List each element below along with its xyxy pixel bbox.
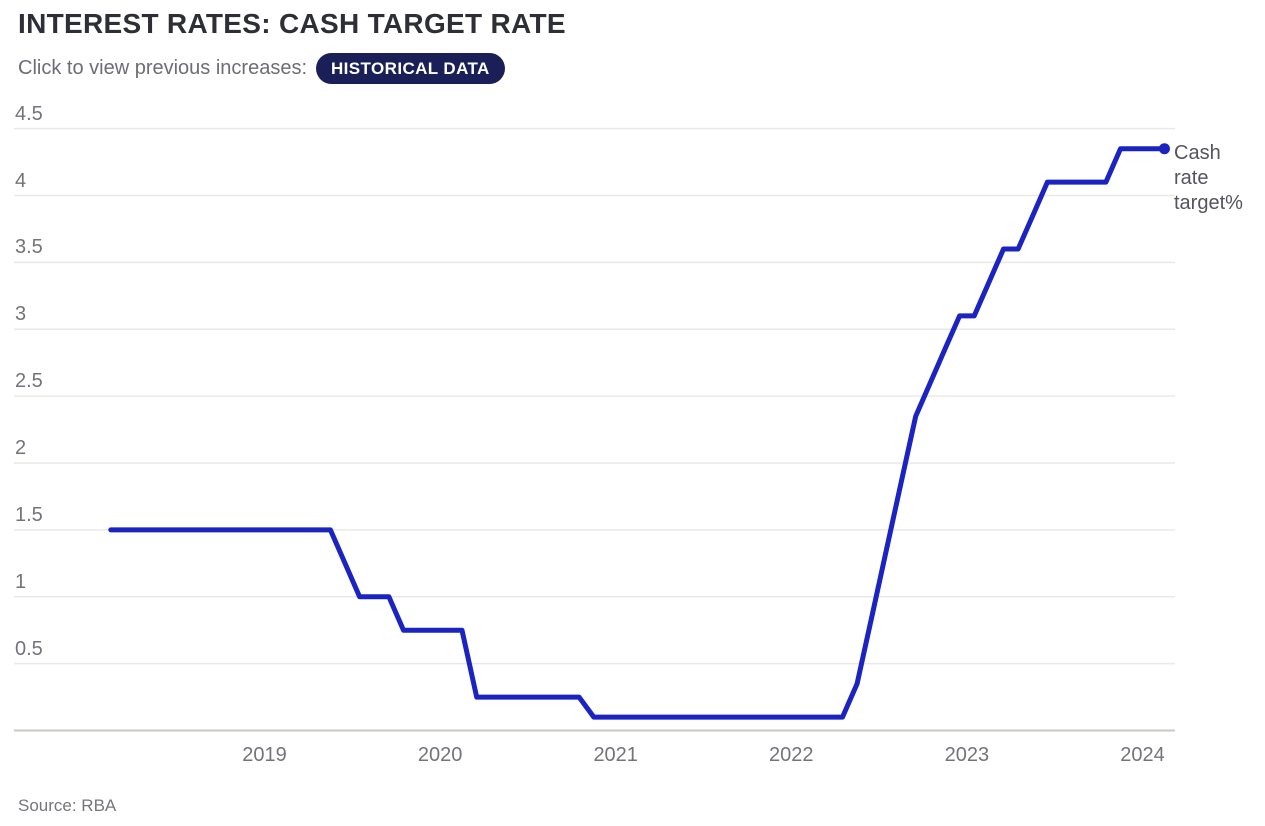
current-rate-dot: [1158, 143, 1170, 155]
x-tick-label: 2024: [1120, 744, 1165, 766]
y-tick-label: 0.5: [15, 637, 43, 660]
series-label: Cash rate target%: [1174, 141, 1243, 216]
cash-rate-line: [108, 146, 1167, 720]
x-tick-label: 2020: [417, 744, 463, 766]
series-label-line: target%: [1174, 192, 1243, 214]
x-tick-label: 2019: [242, 744, 287, 766]
y-tick-label: 1.5: [15, 503, 43, 526]
source-note: Source: RBA: [18, 796, 117, 815]
subtitle-text: Click to view previous increases:: [18, 57, 307, 79]
series-label-line: rate: [1174, 167, 1209, 189]
x-tick-label: 2023: [944, 744, 990, 766]
historical-data-button[interactable]: HISTORICAL DATA: [316, 53, 505, 84]
x-tick-label: 2021: [593, 744, 638, 766]
page-title: INTEREST RATES: CASH TARGET RATE: [18, 8, 566, 39]
y-tick-label: 3: [15, 303, 27, 326]
y-tick-label: 4: [15, 169, 27, 192]
y-tick-label: 1: [15, 570, 27, 593]
y-tick-label: 3.5: [15, 236, 43, 259]
y-tick-label: 4.5: [15, 102, 43, 125]
y-tick-label: 2: [15, 437, 27, 459]
series-label-line: Cash: [1174, 142, 1221, 164]
y-tick-label: 2.5: [15, 370, 43, 393]
x-tick-label: 2022: [769, 744, 814, 766]
subtitle-row: Click to view previous increases: HISTOR…: [18, 53, 505, 84]
